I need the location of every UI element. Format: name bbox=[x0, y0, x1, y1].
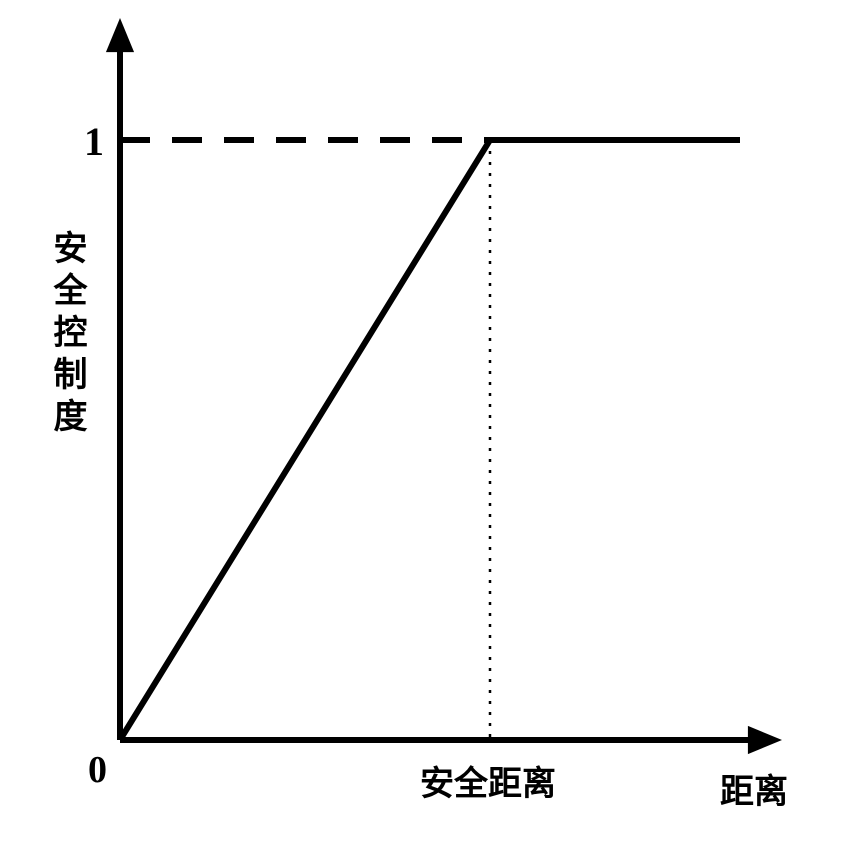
y-axis-arrow-icon bbox=[106, 18, 134, 52]
x-axis-arrow-icon bbox=[748, 726, 782, 754]
series-line bbox=[120, 140, 740, 740]
y-axis-label: 安全控制度 bbox=[42, 230, 91, 440]
safety-control-chart bbox=[0, 0, 846, 846]
y-tick-1-label: 1 bbox=[84, 118, 104, 165]
x-axis-label: 距离 bbox=[720, 764, 788, 813]
origin-label: 0 bbox=[88, 748, 107, 792]
x-tick-safety-distance-label: 安全距离 bbox=[420, 756, 556, 805]
